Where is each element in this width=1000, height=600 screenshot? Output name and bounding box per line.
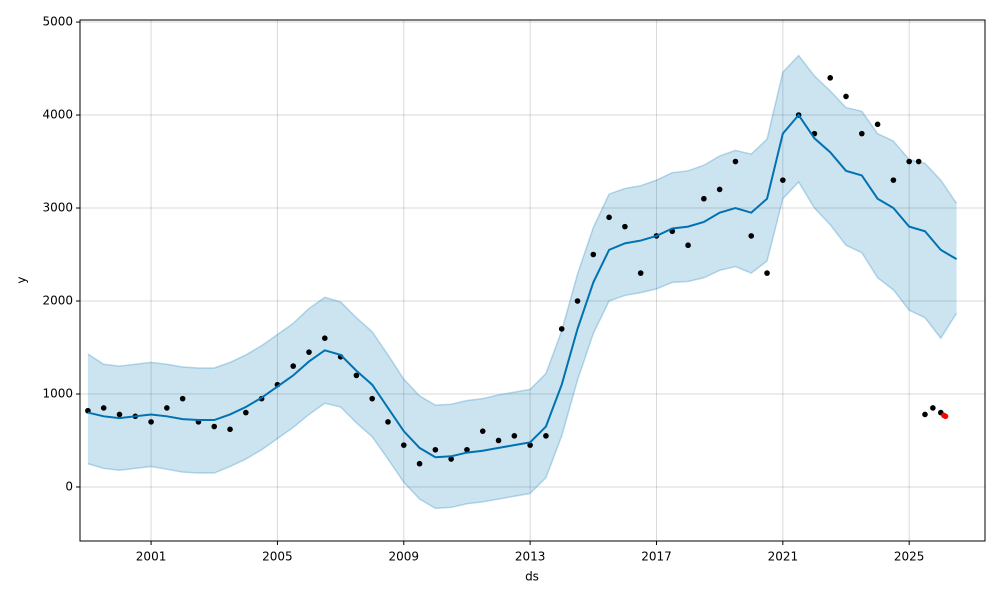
x-axis-label: ds xyxy=(525,570,539,584)
y-tick-label: 2000 xyxy=(42,294,73,308)
band-edge xyxy=(87,180,958,510)
observed-point xyxy=(780,177,786,183)
observed-point xyxy=(243,409,249,416)
observed-point xyxy=(227,426,233,433)
observed-point xyxy=(164,405,170,411)
observed-point xyxy=(606,214,612,221)
observed-point xyxy=(558,326,565,332)
recent-point xyxy=(942,413,949,420)
observed-point xyxy=(211,423,218,430)
y-tick-label: 5000 xyxy=(42,15,73,29)
x-tick-label: 2021 xyxy=(768,550,799,564)
observed-point xyxy=(732,158,739,165)
uncertainty-band xyxy=(87,55,957,509)
x-tick-label: 2001 xyxy=(136,550,167,564)
observed-point xyxy=(764,270,770,276)
y-axis-label: y xyxy=(15,276,29,283)
observed-point xyxy=(827,75,834,81)
y-tick-label: 0 xyxy=(65,479,73,493)
observed-point xyxy=(495,437,502,444)
y-tick-label: 4000 xyxy=(42,108,73,122)
observed-point xyxy=(685,242,691,249)
observed-point xyxy=(543,433,549,439)
observed-point xyxy=(479,428,486,434)
observed-point xyxy=(748,233,755,239)
x-tick-label: 2005 xyxy=(262,550,293,564)
observed-point xyxy=(915,158,922,165)
y-tick-label: 3000 xyxy=(42,201,73,215)
observed-point xyxy=(637,270,644,276)
x-tick-label: 2017 xyxy=(641,550,672,564)
observed-point xyxy=(464,446,470,453)
observed-point xyxy=(906,158,912,165)
observed-point xyxy=(701,195,707,202)
observed-point xyxy=(179,395,186,402)
observed-point xyxy=(369,395,375,402)
x-tick-label: 2013 xyxy=(515,550,546,564)
observed-point xyxy=(890,177,897,183)
observed-point xyxy=(322,335,328,341)
observed-point xyxy=(100,405,107,411)
observed-point xyxy=(511,433,518,439)
observed-point xyxy=(448,456,454,462)
observed-point xyxy=(400,442,407,448)
observed-point xyxy=(432,446,439,453)
observed-point xyxy=(922,411,928,418)
forecast-line xyxy=(87,113,958,459)
observed-point xyxy=(527,442,533,448)
observed-point xyxy=(290,363,297,369)
plot-frame xyxy=(79,19,986,542)
observed-point xyxy=(930,405,936,411)
observed-point xyxy=(416,460,423,467)
observed-point xyxy=(843,93,849,100)
observed-point xyxy=(590,251,597,258)
observed-point xyxy=(353,372,360,379)
observed-point xyxy=(148,419,154,425)
x-tick-label: 2009 xyxy=(389,550,420,564)
x-tick-label: 2025 xyxy=(894,550,925,564)
y-tick-label: 1000 xyxy=(42,386,73,400)
observed-point xyxy=(874,121,881,128)
observed-point xyxy=(306,349,312,355)
observed-point xyxy=(385,419,391,425)
band-edge xyxy=(87,54,958,406)
observed-point xyxy=(116,411,123,418)
observed-point xyxy=(622,223,628,230)
observed-point xyxy=(859,130,865,137)
observed-point xyxy=(716,186,723,193)
observed-point xyxy=(574,298,581,304)
